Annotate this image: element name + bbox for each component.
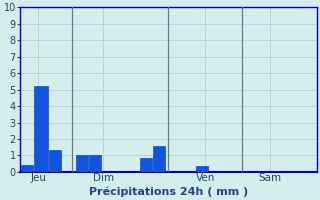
Bar [49,150,61,172]
Bar [140,158,152,172]
Bar [76,155,88,172]
Bar [153,146,165,172]
Bar [89,155,101,172]
X-axis label: Précipitations 24h ( mm ): Précipitations 24h ( mm ) [89,186,248,197]
Bar [196,166,208,172]
Bar [21,165,33,172]
Bar [34,86,48,172]
